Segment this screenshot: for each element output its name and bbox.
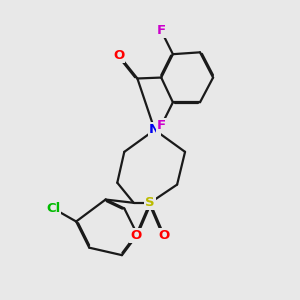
- Text: Cl: Cl: [46, 202, 60, 215]
- Text: F: F: [157, 24, 166, 37]
- Text: O: O: [158, 229, 169, 242]
- Text: F: F: [157, 119, 166, 132]
- Text: O: O: [130, 229, 142, 242]
- Text: O: O: [113, 49, 124, 62]
- Text: N: N: [149, 123, 160, 136]
- Text: S: S: [145, 196, 155, 209]
